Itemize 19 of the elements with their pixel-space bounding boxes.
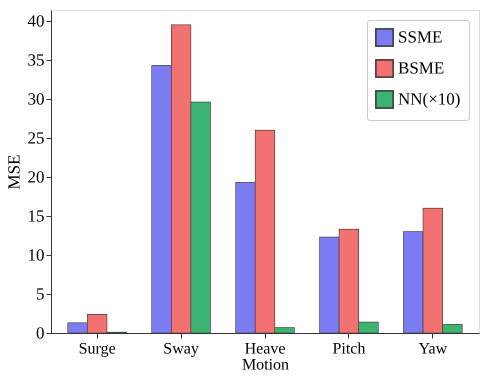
- y-tick-label: 35: [28, 50, 44, 70]
- y-tick-label: 25: [28, 128, 44, 148]
- y-tick-label: 5: [36, 284, 44, 304]
- x-tick-label: Heave: [244, 340, 286, 358]
- x-tick-label: Sway: [163, 340, 199, 358]
- legend-label: NN(×10): [398, 90, 460, 108]
- y-tick-label: 15: [28, 206, 44, 226]
- y-tick-label: 10: [28, 245, 44, 264]
- y-tick-label: 0: [36, 324, 44, 342]
- x-tick-label: Pitch: [332, 340, 366, 358]
- x-tick-label: Yaw: [418, 340, 448, 358]
- y-tick-label: 20: [28, 167, 44, 186]
- y-tick-label: 30: [28, 89, 44, 108]
- x-axis-title: Motion: [242, 356, 290, 374]
- x-tick-label: Surge: [78, 340, 116, 358]
- y-tick-label: 40: [28, 11, 44, 30]
- y-axis-title: MSE: [4, 154, 24, 190]
- legend-label: SSME: [398, 28, 442, 46]
- legend-label: BSME: [398, 58, 444, 78]
